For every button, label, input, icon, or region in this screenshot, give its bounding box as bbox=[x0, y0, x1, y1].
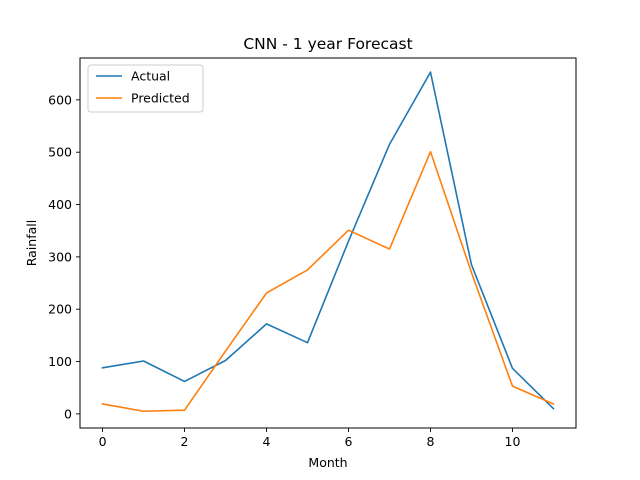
x-axis-label: Month bbox=[308, 455, 347, 470]
axes-frame bbox=[79, 57, 577, 429]
x-tick-label: 2 bbox=[181, 434, 189, 449]
x-tick-label: 6 bbox=[345, 434, 353, 449]
y-tick-label: 0 bbox=[64, 406, 72, 421]
y-tick-label: 200 bbox=[48, 302, 72, 317]
x-tick-label: 8 bbox=[427, 434, 435, 449]
y-axis-label: Rainfall bbox=[24, 220, 39, 266]
y-tick-label: 100 bbox=[48, 354, 72, 369]
x-tick-label: 4 bbox=[263, 434, 271, 449]
y-tick-label: 600 bbox=[48, 92, 72, 107]
legend: Actual Predicted bbox=[87, 64, 204, 113]
y-tick-label: 400 bbox=[48, 197, 72, 212]
y-tick-label: 300 bbox=[48, 249, 72, 264]
x-axis: 0 2 4 6 8 10 bbox=[99, 428, 521, 449]
y-tick-label: 500 bbox=[48, 145, 72, 160]
series-line-predicted bbox=[101, 150, 555, 413]
x-tick-label: 0 bbox=[99, 434, 107, 449]
y-axis: 0 100 200 300 400 500 600 bbox=[48, 92, 80, 421]
legend-label-actual: Actual bbox=[131, 69, 170, 84]
chart-title: CNN - 1 year Forecast bbox=[243, 35, 412, 53]
x-tick-label: 10 bbox=[505, 434, 521, 449]
legend-label-predicted: Predicted bbox=[131, 91, 190, 106]
series-line-actual bbox=[101, 71, 555, 410]
plot-area bbox=[101, 71, 555, 413]
